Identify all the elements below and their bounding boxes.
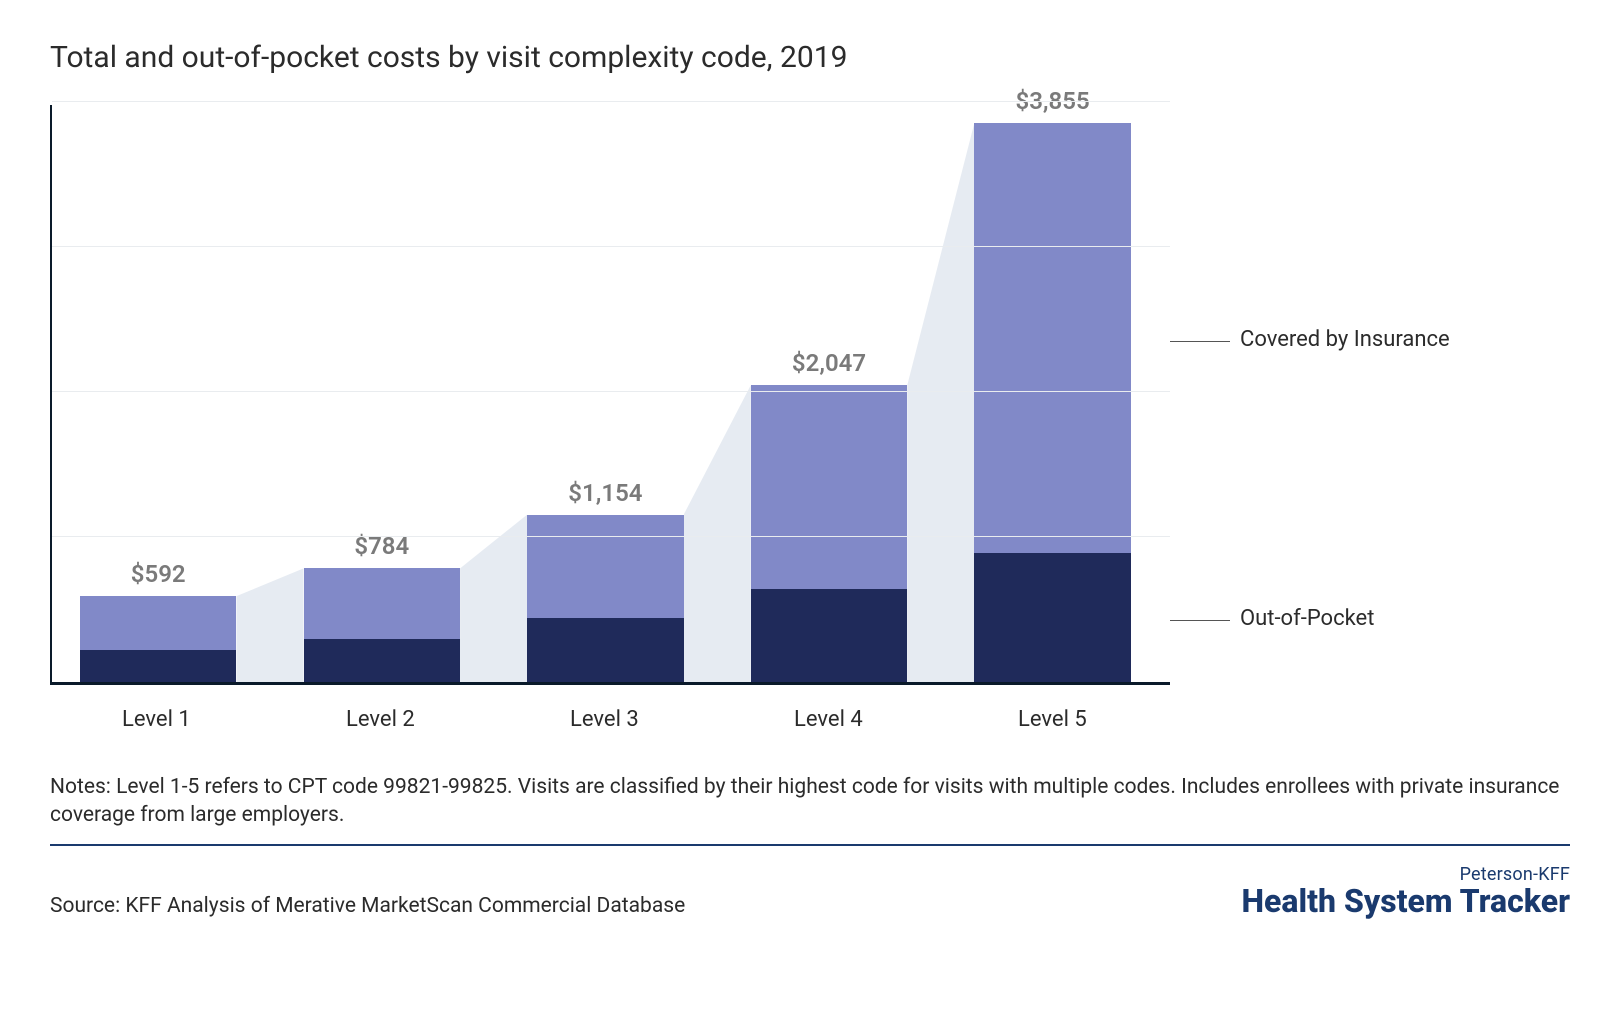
bar-segment-out-of-pocket	[974, 553, 1131, 682]
bar-value-label: $1,154	[527, 479, 684, 507]
x-axis-label: Level 1	[78, 707, 235, 732]
bar-slot: $592	[80, 596, 237, 682]
gridline	[52, 536, 1170, 537]
x-axis-labels: Level 1 Level 2 Level 3 Level 4 Level 5	[50, 695, 1170, 745]
source-text: Source: KFF Analysis of Merative MarketS…	[50, 894, 685, 918]
bar-slot: $2,047	[751, 385, 908, 682]
footer-row: Source: KFF Analysis of Merative MarketS…	[50, 864, 1570, 919]
bar-slot: $3,855	[974, 123, 1131, 682]
bar-value-label: $592	[80, 560, 237, 588]
bar-slot: $1,154	[527, 515, 684, 682]
bar-connector	[236, 568, 303, 682]
chart-title: Total and out-of-pocket costs by visit c…	[50, 40, 1570, 75]
plot-region: $592 $784 $1,154 $2,047 $3,855	[50, 105, 1170, 685]
bar-slot: $784	[304, 568, 461, 682]
notes-text: Notes: Level 1-5 refers to CPT code 9982…	[50, 773, 1570, 846]
x-axis-label: Level 5	[974, 707, 1131, 732]
legend-item-covered: Covered by Insurance	[1240, 327, 1450, 352]
legend-leader-line	[1170, 341, 1230, 342]
bar-segment-covered	[80, 596, 237, 650]
bar-segment-out-of-pocket	[751, 589, 908, 682]
legend-column: Covered by Insurance Out-of-Pocket	[1170, 105, 1570, 745]
bar-connector	[460, 515, 527, 682]
gridline	[52, 391, 1170, 392]
bar-segment-covered	[751, 385, 908, 589]
x-axis-label: Level 4	[750, 707, 907, 732]
bar-segment-out-of-pocket	[304, 639, 461, 683]
legend-leader-line	[1170, 620, 1230, 621]
bar-segment-covered	[527, 515, 684, 619]
bar-segment-covered	[304, 568, 461, 638]
brand-block: Peterson-KFF Health System Tracker	[1242, 864, 1571, 919]
legend-item-out-of-pocket: Out-of-Pocket	[1240, 606, 1374, 631]
bar-value-label: $2,047	[751, 349, 908, 377]
brand-bottom: Health System Tracker	[1242, 885, 1571, 919]
bars-row: $592 $784 $1,154 $2,047 $3,855	[52, 105, 1170, 682]
x-axis-label: Level 2	[302, 707, 459, 732]
bar-connector	[684, 385, 751, 682]
bar-segment-out-of-pocket	[80, 650, 237, 682]
gridline	[52, 101, 1170, 102]
chart-wrap: $592$784$1,154$2,047$3,855 Level 1Level …	[50, 105, 1570, 745]
x-axis-label: Level 3	[526, 707, 683, 732]
gridline	[52, 246, 1170, 247]
chart-area: $592$784$1,154$2,047$3,855 Level 1Level …	[50, 105, 1170, 745]
bar-connector	[907, 123, 974, 682]
bar-segment-covered	[974, 123, 1131, 553]
bar-segment-out-of-pocket	[527, 618, 684, 682]
